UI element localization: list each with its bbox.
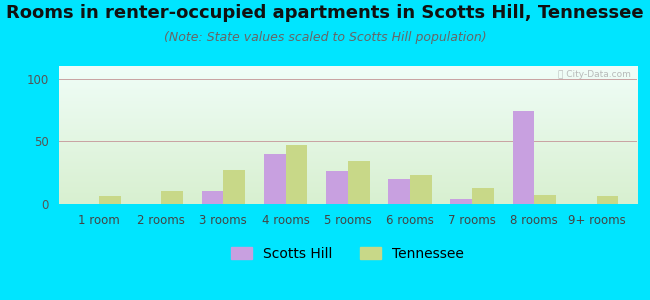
Bar	[99, 196, 121, 204]
Bar	[161, 191, 183, 204]
Bar	[513, 111, 534, 204]
Bar	[450, 199, 472, 204]
Text: Rooms in renter-occupied apartments in Scotts Hill, Tennessee: Rooms in renter-occupied apartments in S…	[6, 4, 644, 22]
Bar	[99, 196, 121, 204]
Bar	[326, 171, 348, 204]
Bar	[285, 145, 307, 204]
Bar	[534, 195, 556, 204]
Bar	[161, 191, 183, 204]
Bar	[202, 191, 224, 204]
Bar	[410, 175, 432, 204]
Bar	[388, 179, 410, 204]
Bar	[410, 175, 432, 204]
Bar	[264, 154, 285, 204]
Bar	[348, 161, 369, 204]
Bar	[597, 196, 618, 204]
Bar	[472, 188, 494, 204]
Bar	[264, 154, 285, 204]
Bar	[388, 179, 410, 204]
Text: ⓘ City-Data.com: ⓘ City-Data.com	[558, 70, 631, 79]
Bar	[224, 170, 245, 204]
Bar	[202, 191, 224, 204]
Bar	[513, 111, 534, 204]
Bar	[597, 196, 618, 204]
Bar	[285, 145, 307, 204]
Bar	[348, 161, 369, 204]
Bar	[224, 170, 245, 204]
Bar	[534, 195, 556, 204]
Legend: Scotts Hill, Tennessee: Scotts Hill, Tennessee	[226, 241, 470, 266]
Text: (Note: State values scaled to Scotts Hill population): (Note: State values scaled to Scotts Hil…	[164, 32, 486, 44]
Bar	[450, 199, 472, 204]
Bar	[472, 188, 494, 204]
Bar	[326, 171, 348, 204]
